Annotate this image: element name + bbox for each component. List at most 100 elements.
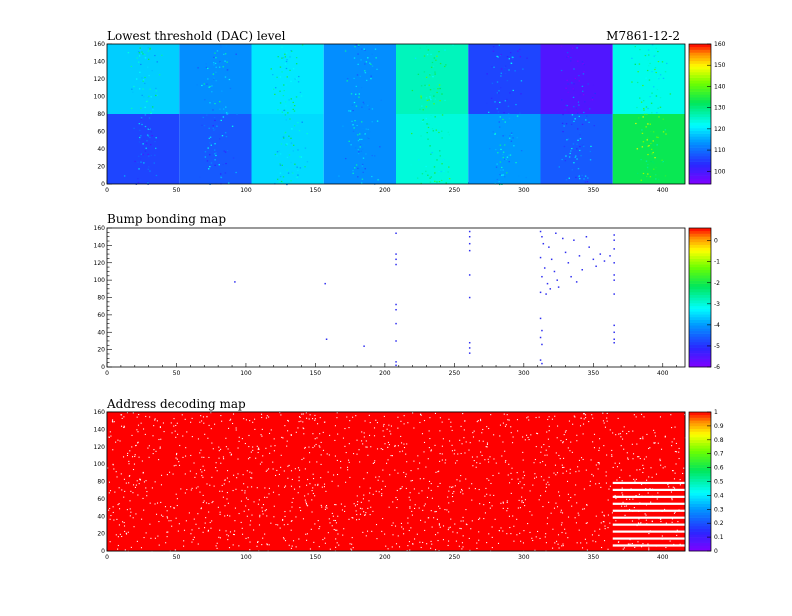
threshold-speckle	[508, 69, 510, 71]
color-scale-step	[689, 325, 711, 329]
threshold-speckle	[222, 66, 224, 68]
address-fail-pixel	[287, 420, 290, 422]
threshold-speckle	[432, 130, 435, 132]
address-fail-pixel	[197, 543, 199, 545]
threshold-speckle	[563, 145, 566, 148]
address-fail-pixel	[498, 530, 500, 532]
address-fail-pixel	[364, 514, 366, 516]
address-fail-pixel	[461, 488, 463, 491]
address-fail-pixel	[240, 521, 242, 524]
address-fail-pixel	[468, 537, 470, 539]
threshold-speckle	[279, 90, 281, 92]
address-fail-pixel	[291, 506, 293, 508]
threshold-speckle	[439, 155, 441, 157]
address-fail-pixel	[506, 533, 508, 535]
threshold-speckle	[350, 142, 352, 144]
address-fail-pixel	[154, 481, 156, 483]
address-fail-pixel	[277, 485, 280, 487]
threshold-speckle	[281, 71, 283, 73]
threshold-speckle	[146, 140, 148, 142]
threshold-speckle	[570, 150, 572, 152]
address-fail-pixel	[616, 479, 618, 481]
address-fail-pixel	[629, 543, 631, 545]
threshold-speckle	[492, 46, 495, 48]
address-fail-pixel	[279, 527, 281, 529]
threshold-speckle	[148, 74, 150, 77]
threshold-speckle	[653, 162, 655, 164]
address-fail-pixel	[621, 480, 623, 482]
address-fail-pixel	[439, 526, 441, 528]
address-fail-pixel	[202, 465, 204, 467]
address-fail-pixel	[250, 520, 252, 522]
address-fail-pixel	[278, 494, 280, 496]
threshold-speckle	[571, 169, 574, 171]
color-scale-step	[689, 294, 711, 298]
threshold-speckle	[140, 63, 142, 66]
address-fail-pixel	[337, 533, 339, 535]
address-fail-pixel	[151, 487, 153, 489]
threshold-speckle	[577, 60, 579, 62]
threshold-speckle	[291, 171, 293, 173]
address-fail-pixel	[561, 522, 563, 524]
threshold-speckle	[140, 161, 142, 163]
address-fail-pixel	[516, 518, 518, 520]
threshold-speckle	[496, 55, 498, 58]
address-fail-pixel	[353, 503, 355, 505]
address-fail-pixel	[305, 502, 307, 505]
address-fail-pixel	[378, 476, 380, 478]
color-scale-step	[689, 283, 711, 287]
x-tick-label: 350	[588, 187, 600, 194]
threshold-speckle	[436, 181, 438, 183]
threshold-speckle	[357, 53, 359, 55]
address-fail-pixel	[391, 455, 393, 457]
threshold-speckle	[507, 105, 510, 107]
address-fail-pixel	[396, 498, 398, 501]
y-tick-label: 0	[101, 181, 105, 188]
address-fail-pixel	[599, 528, 601, 530]
address-fail-pixel	[661, 535, 663, 537]
threshold-speckle	[356, 97, 358, 99]
threshold-speckle	[218, 134, 220, 136]
threshold-speckle	[282, 94, 285, 97]
address-fail-pixel	[301, 458, 303, 461]
threshold-speckle	[646, 137, 649, 139]
address-fail-pixel	[523, 484, 525, 486]
address-fail-pixel	[211, 520, 213, 522]
address-fail-pixel	[589, 480, 591, 482]
address-fail-pixel	[156, 420, 158, 422]
threshold-speckle	[571, 82, 573, 84]
address-fail-pixel	[118, 487, 120, 489]
threshold-speckle	[640, 158, 642, 161]
address-fail-pixel	[335, 522, 337, 524]
threshold-speckle	[410, 132, 413, 135]
address-fail-pixel	[321, 506, 323, 508]
threshold-speckle	[138, 61, 140, 63]
address-fail-pixel	[261, 461, 263, 463]
color-scale-step	[689, 111, 711, 115]
address-fail-pixel	[249, 420, 251, 422]
threshold-speckle	[148, 155, 150, 157]
address-fail-pixel	[580, 417, 582, 419]
threshold-speckle	[642, 100, 645, 102]
address-fail-pixel	[569, 450, 571, 452]
address-fail-pixel	[160, 438, 162, 440]
address-fail-pixel	[356, 503, 358, 506]
address-fail-pixel	[674, 450, 676, 453]
threshold-speckle	[304, 166, 306, 168]
threshold-speckle	[136, 57, 139, 59]
threshold-speckle	[655, 95, 658, 97]
dead-bump-point	[468, 296, 471, 299]
address-fail-pixel	[350, 548, 352, 550]
address-fail-pixel	[465, 509, 467, 511]
address-fail-pixel	[534, 549, 536, 551]
address-fail-pixel	[288, 464, 290, 466]
threshold-speckle	[638, 63, 641, 65]
address-fail-pixel	[173, 507, 176, 509]
threshold-speckle	[145, 147, 147, 149]
address-fail-pixel	[523, 474, 526, 477]
address-fail-pixel	[419, 541, 421, 543]
address-fail-pixel	[280, 466, 282, 468]
address-fail-pixel	[562, 442, 564, 444]
threshold-speckle	[295, 63, 298, 65]
address-fail-pixel	[238, 545, 240, 547]
